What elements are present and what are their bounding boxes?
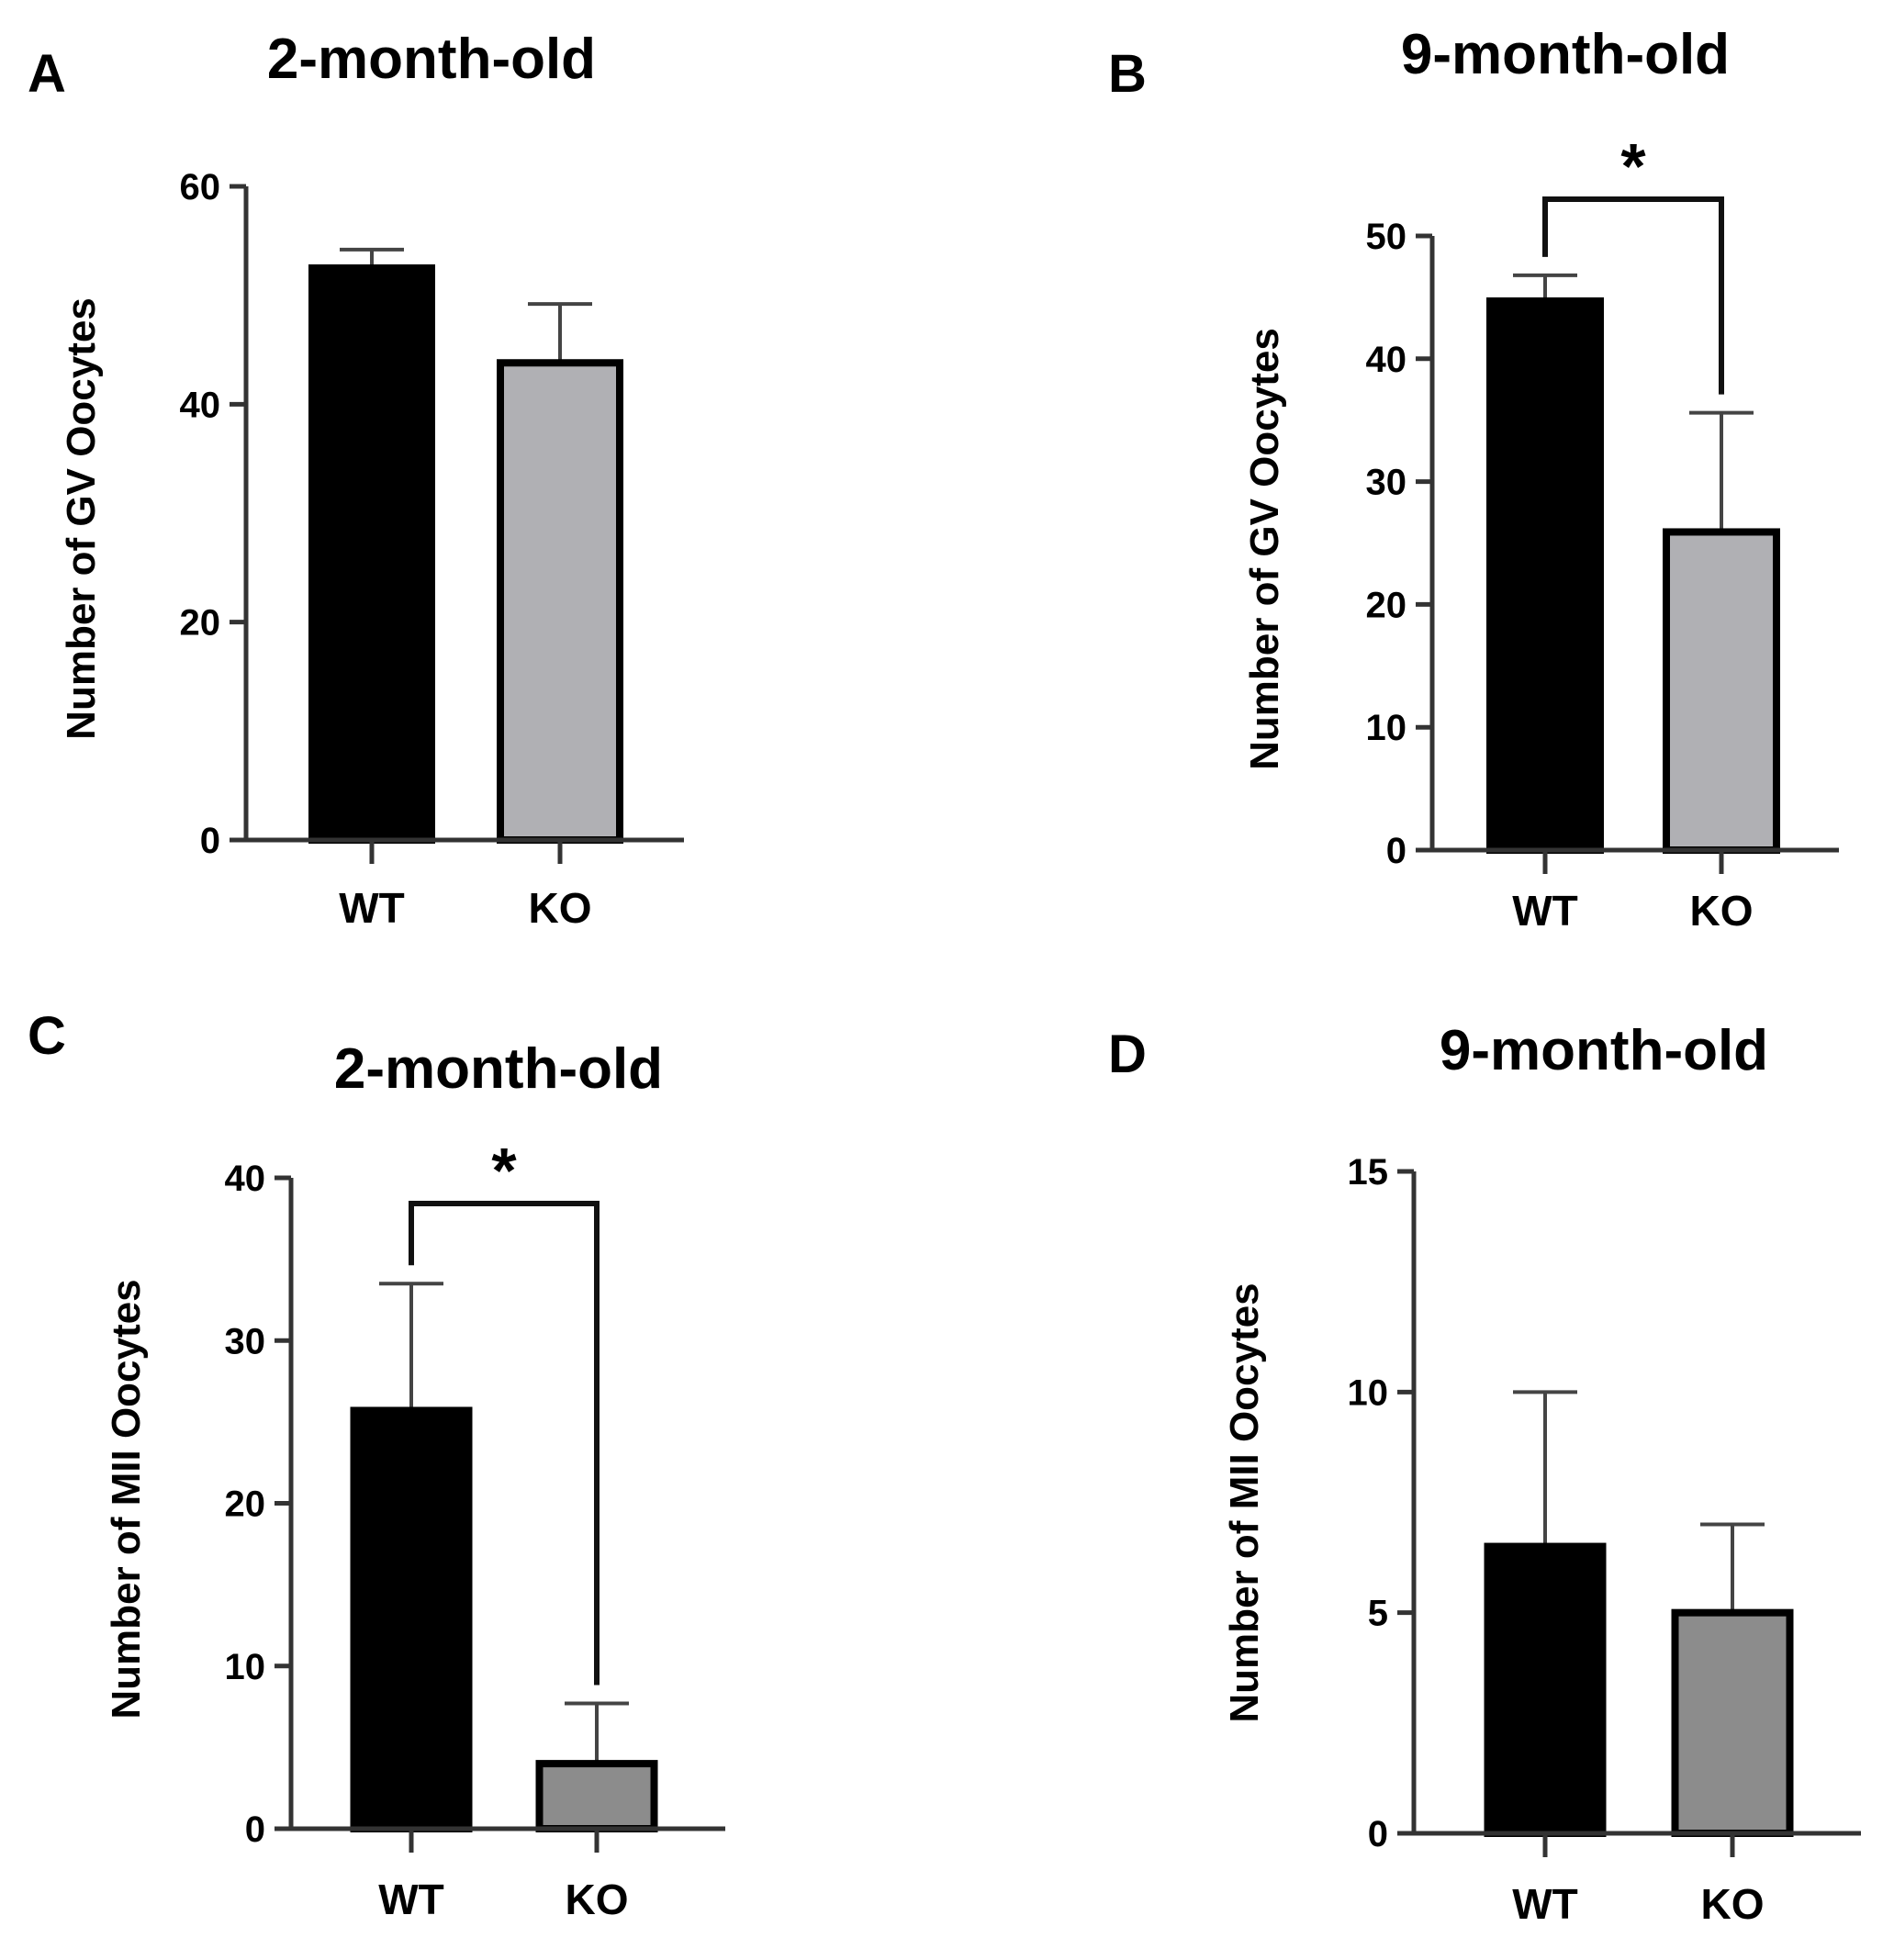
y-tick-label: 15 (1348, 1152, 1389, 1193)
panel-a: A 2-month-old Number of GV Oocytes 0 20 40 60 W… (28, 28, 684, 932)
panel-title: 2-month-old (334, 1037, 663, 1101)
y-tick-label: 5 (1368, 1594, 1388, 1634)
y-tick-label: 30 (1366, 463, 1407, 503)
bar-wt (1486, 297, 1604, 854)
x-tick-label-ko: KO (1690, 887, 1754, 935)
panel-d: D 9-month-old Number of MII Oocytes 0 5 10 15 W… (1108, 1019, 1861, 1928)
y-tick-label: 10 (1348, 1372, 1389, 1413)
x-tick-label-wt: WT (1512, 887, 1578, 935)
bar-wt (308, 264, 435, 844)
y-axis-title: Number of GV Oocytes (59, 297, 104, 740)
panel-title: 9-month-old (1401, 23, 1730, 86)
y-tick-label: 20 (180, 603, 221, 644)
x-tick-label-ko: KO (566, 1876, 629, 1923)
y-tick-label: 40 (225, 1159, 266, 1199)
panels: A 2-month-old Number of GV Oocytes 0 20 40 60 W… (28, 23, 1861, 1928)
y-tick-label: 10 (1366, 708, 1407, 748)
y-axis-title: Number of GV Oocytes (1242, 328, 1287, 770)
bar-wt (350, 1406, 473, 1833)
y-tick-label: 10 (225, 1647, 266, 1687)
y-tick-label: 0 (245, 1809, 265, 1850)
panel-letter: C (28, 1006, 66, 1066)
panel-letter: B (1108, 44, 1147, 104)
y-tick-label: 30 (225, 1321, 266, 1361)
panel-b: B 9-month-old Number of GV Oocytes 0 10 20 30 4… (1108, 23, 1839, 935)
y-axis-title: Number of MII Oocytes (1222, 1282, 1267, 1722)
y-axis-title: Number of MII Oocytes (104, 1279, 149, 1719)
x-tick-label-ko: KO (529, 884, 592, 932)
significance-bracket (1542, 196, 1724, 395)
panel-letter: D (1108, 1025, 1147, 1084)
panel-letter: A (28, 44, 66, 104)
bar-ko (535, 1760, 658, 1832)
x-tick-label-ko: KO (1701, 1880, 1765, 1928)
significance-star: * (1620, 130, 1646, 202)
y-tick-label: 40 (1366, 340, 1407, 380)
panel-c: C 2-month-old Number of MII Oocytes 0 10 20 30… (28, 1006, 725, 1923)
y-tick-label: 60 (180, 167, 221, 207)
x-tick-label-wt: WT (1512, 1880, 1578, 1928)
y-tick-label: 0 (200, 821, 220, 861)
y-tick-label: 50 (1366, 217, 1407, 257)
y-tick-label: 40 (180, 385, 221, 425)
y-tick-label: 0 (1368, 1814, 1388, 1854)
y-tick-label: 20 (1366, 585, 1407, 625)
panel-title: 9-month-old (1440, 1019, 1768, 1082)
panel-title: 2-month-old (267, 28, 596, 91)
significance-bracket (409, 1201, 600, 1686)
y-tick-label: 0 (1386, 831, 1406, 871)
significance-star: * (491, 1135, 517, 1206)
x-tick-label-wt: WT (378, 1876, 444, 1923)
y-tick-label: 20 (225, 1484, 266, 1525)
bar-ko (1663, 528, 1780, 854)
x-tick-label-wt: WT (339, 884, 405, 932)
bar-ko (1671, 1608, 1794, 1837)
bar-wt (1484, 1542, 1607, 1837)
bar-ko (497, 359, 623, 844)
